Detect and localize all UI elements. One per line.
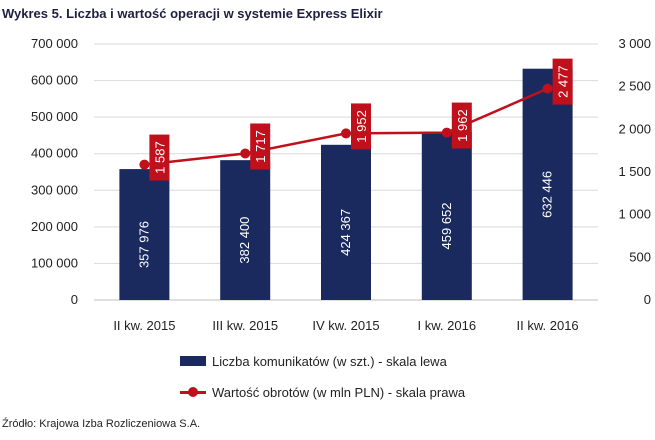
line-point [542, 83, 553, 94]
bar-labels: 357 976 382 400 424 367 459 652 632 446 [136, 171, 554, 268]
legend-label-line: Wartość obrotów (w mln PLN) - skala praw… [212, 384, 466, 400]
bar-value-label: 632 446 [540, 171, 555, 218]
bar [522, 68, 573, 300]
line-value-label: 1 962 [455, 109, 470, 142]
line-value-box [451, 102, 472, 149]
left-axis-tick-label: 700 000 [31, 36, 78, 51]
right-axis: 0 500 1 000 1 500 2 000 2 500 3 000 [618, 36, 651, 307]
line-series [139, 83, 553, 170]
bar [220, 160, 271, 300]
category-label: II kw. 2016 [517, 318, 579, 333]
bar-value-label: 357 976 [136, 221, 151, 268]
right-axis-tick-label: 2 500 [618, 79, 651, 94]
line-value-box [552, 58, 573, 105]
right-axis-tick-label: 2 000 [618, 121, 651, 136]
source-note: Źródło: Krajowa Izba Rozliczeniowa S.A. [2, 418, 201, 430]
line-value-label: 1 717 [253, 130, 268, 163]
left-axis-tick-label: 100 000 [31, 255, 78, 270]
left-axis-tick-label: 400 000 [31, 146, 78, 161]
category-label: I kw. 2016 [418, 318, 477, 333]
right-axis-tick-label: 500 [629, 249, 651, 264]
right-axis-tick-label: 0 [644, 292, 651, 307]
category-label: II kw. 2015 [113, 318, 175, 333]
left-axis-tick-label: 0 [71, 292, 78, 307]
legend-bar-swatch [180, 356, 206, 366]
bar-value-label: 459 652 [439, 202, 454, 249]
left-axis-tick-label: 600 000 [31, 73, 78, 88]
right-axis-tick-label: 3 000 [618, 36, 651, 51]
line-value-box [250, 123, 271, 170]
right-axis-tick-label: 1 000 [618, 207, 651, 222]
category-label: III kw. 2015 [212, 318, 278, 333]
right-axis-tick-label: 1 500 [618, 164, 651, 179]
line-point [341, 128, 351, 139]
legend-label-bars: Liczba komunikatów (w szt.) - skala lewa [212, 353, 447, 369]
chart: 0 100 000 200 000 300 000 400 000 500 000 600 … [31, 36, 651, 333]
left-axis-tick-label: 300 000 [31, 182, 78, 197]
legend-item-bars: Liczba komunikatów (w szt.) - skala lewa [180, 352, 465, 370]
line-value-label: 2 477 [556, 65, 571, 98]
left-axis: 0 100 000 200 000 300 000 400 000 500 000 600 … [31, 36, 78, 307]
legend: Liczba komunikatów (w szt.) - skala lewa… [180, 352, 465, 414]
category-label: IV kw. 2015 [312, 318, 379, 333]
line-value-label: 1 952 [354, 110, 369, 143]
line-value-label: 1 587 [152, 141, 167, 174]
legend-item-line: Wartość obrotów (w mln PLN) - skala praw… [180, 383, 465, 401]
left-axis-tick-label: 200 000 [31, 219, 78, 234]
line-value-box [149, 134, 170, 181]
chart-title: Wykres 5. Liczba i wartość operacji w sy… [2, 6, 383, 21]
bar [321, 144, 371, 300]
line-point [441, 127, 452, 138]
line-point [240, 148, 251, 159]
line-labels: 1 587 1 717 1 952 1 962 2 477 [149, 58, 573, 181]
bar-value-label: 382 400 [237, 217, 252, 264]
line-value-box [351, 103, 371, 150]
bar [421, 131, 472, 300]
bar [119, 169, 170, 300]
x-axis: II kw. 2015 III kw. 2015 IV kw. 2015 I kw. … [113, 318, 578, 333]
bar-value-label: 424 367 [338, 209, 353, 256]
bar-series [119, 68, 573, 300]
line-point [139, 159, 150, 170]
left-axis-tick-label: 500 000 [31, 109, 78, 124]
legend-line-swatch [180, 387, 206, 397]
